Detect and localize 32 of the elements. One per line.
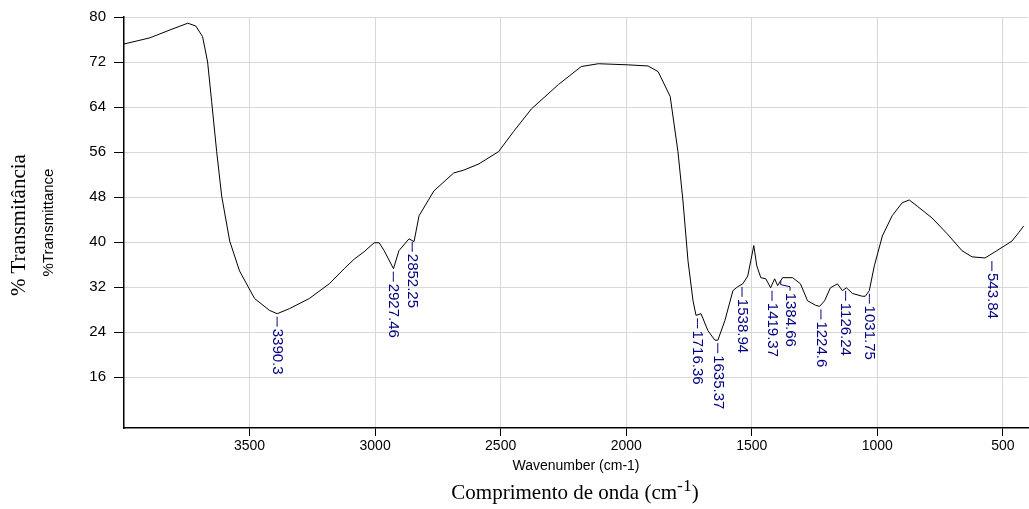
- y-tick-label: 56: [89, 142, 106, 160]
- annotation: 2927.46: [386, 283, 404, 338]
- annotation: 1031.75: [862, 305, 880, 360]
- x-tick-label: 3000: [359, 437, 391, 454]
- y-tick-label: 64: [89, 97, 106, 115]
- y-tick-label: 24: [89, 322, 106, 340]
- y-tick-label: 80: [89, 7, 106, 25]
- annotation: 1126.24: [838, 302, 856, 356]
- x-tick-label: 2500: [485, 437, 517, 454]
- x-tick-label: 2000: [610, 437, 642, 454]
- x-tick-label: 1000: [861, 437, 894, 454]
- text: Comprimento de onda (cm$^{-1}$): [451, 475, 699, 505]
- x-tick-label: 500: [991, 437, 1015, 454]
- annotation: 1384.66: [782, 292, 800, 347]
- text: % Transmitância: [5, 154, 31, 296]
- y-tick-label: 72: [89, 52, 106, 70]
- y-tick-label: 48: [89, 187, 106, 205]
- annotation: 1538.94: [734, 298, 752, 354]
- y-tick-label: 40: [89, 232, 106, 250]
- x-tick-label: 3500: [233, 437, 266, 454]
- annotation: 543.84: [984, 272, 1002, 319]
- annotation: 1224.6: [813, 321, 831, 368]
- annotation: 2852.25: [405, 253, 423, 309]
- x-axis-title: Wavenumber (cm-1): [512, 457, 640, 474]
- annotation: 1419.37: [764, 302, 782, 358]
- y-tick-label: 32: [89, 277, 106, 295]
- y-tick-label: 16: [89, 367, 106, 385]
- annotation: 1716.36: [690, 330, 708, 385]
- y-axis-title: %Transmittance: [39, 168, 57, 277]
- x-tick-label: 1500: [736, 437, 768, 454]
- annotation: 3390.3: [269, 328, 287, 375]
- annotation: 1635.37: [710, 355, 728, 410]
